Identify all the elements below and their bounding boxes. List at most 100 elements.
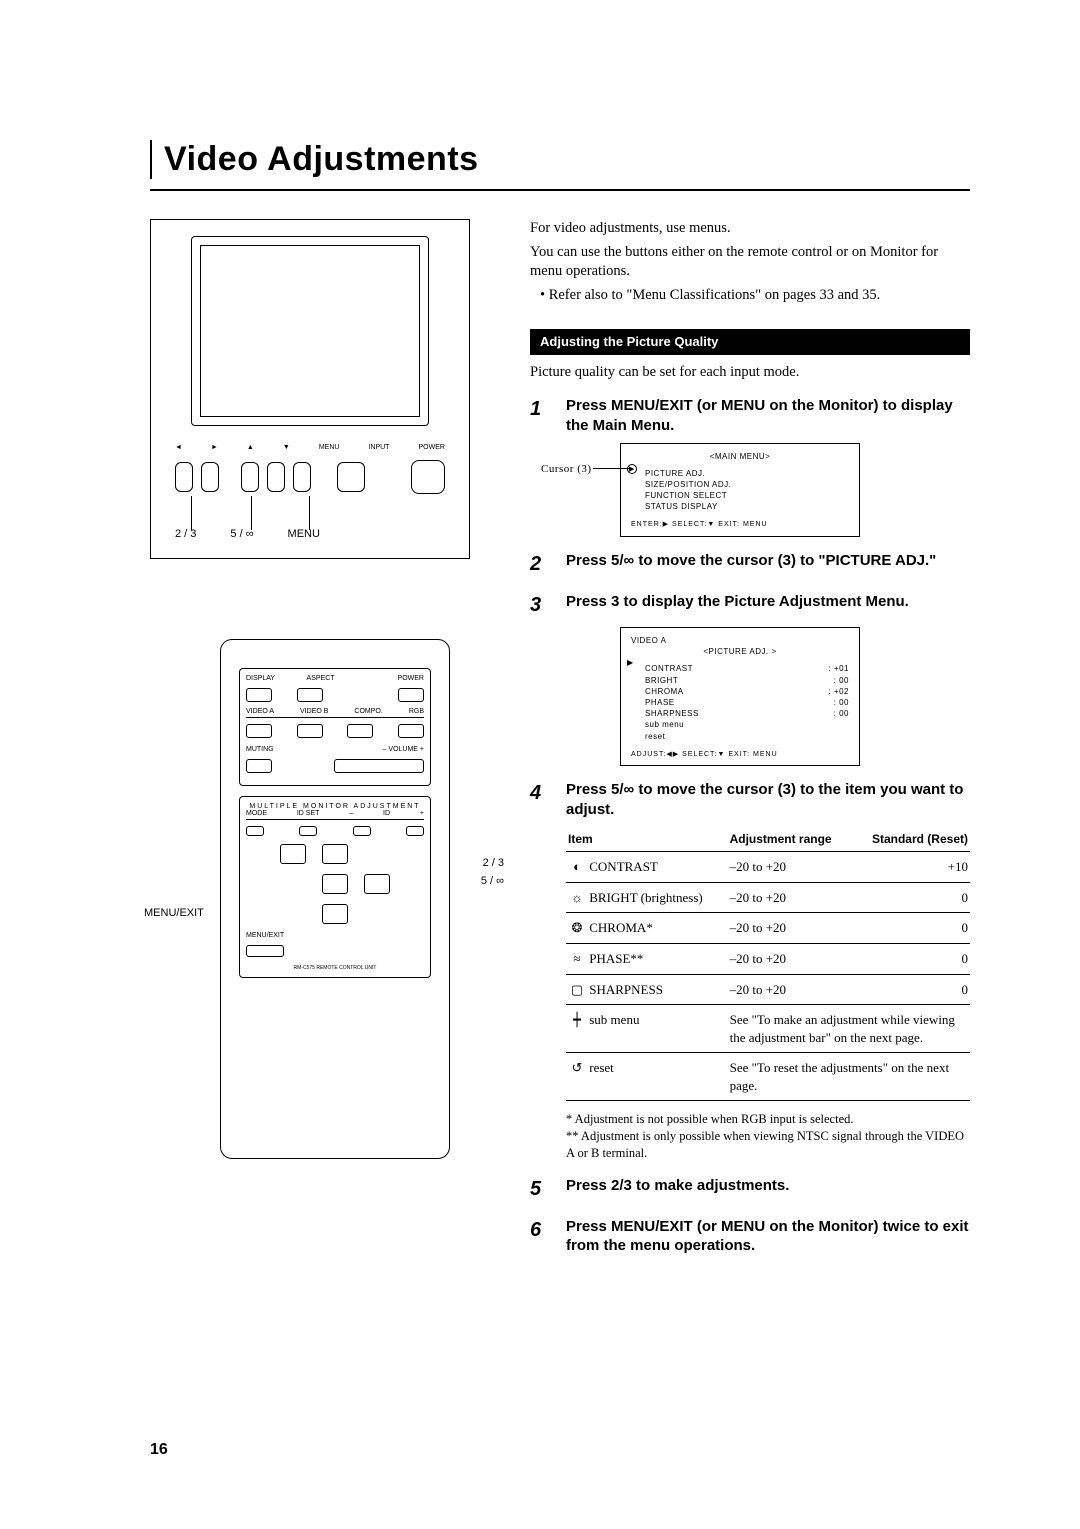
cursor-icon: ▶	[627, 658, 634, 669]
rc-btn	[246, 688, 272, 702]
item-icon: ☼	[568, 889, 586, 907]
monitor-buttons	[175, 460, 445, 494]
osd-item: PICTURE ADJ.	[645, 469, 849, 480]
content-column: For video adjustments, use menus. You ca…	[530, 219, 970, 1264]
page-number: 16	[150, 1441, 168, 1459]
picture-adj-osd: VIDEO A <PICTURE ADJ. > CONTRAST: +01 BR…	[620, 627, 860, 766]
main-menu-osd: Cursor (3) <MAIN MENU> PICTURE ADJ. SIZE…	[620, 443, 860, 536]
osd-item: FUNCTION SELECT	[645, 491, 849, 502]
step-text: Press 5/∞ to move the cursor (3) to the …	[566, 780, 970, 819]
step-text: Press MENU/EXIT (or MENU on the Monitor)…	[566, 1217, 970, 1256]
label-down: ▼	[283, 444, 290, 451]
monitor-screen	[191, 236, 429, 426]
rc-menuexit-label: MENU/EXIT	[246, 932, 284, 939]
label-left: ◄	[175, 444, 182, 451]
table-row: ≈ PHASE**–20 to +200	[566, 943, 970, 974]
step-number: 3	[530, 592, 552, 619]
monitor-btn	[201, 462, 219, 492]
remote-ud-callout: 5 / ∞	[481, 875, 504, 887]
rc-btn	[246, 759, 272, 773]
step-text: Press 5/∞ to move the cursor (3) to "PIC…	[566, 551, 970, 578]
osd-title: <PICTURE ADJ. >	[631, 647, 849, 658]
osd-item: SHARPNESS	[645, 708, 699, 719]
callout-menu: MENU	[288, 528, 320, 540]
rc-videob: VIDEO B	[300, 708, 328, 715]
monitor-callout-labels: 2 / 3 5 / ∞ MENU	[175, 528, 445, 540]
rc-plus: +	[420, 810, 424, 817]
rc-aspect: ASPECT	[307, 675, 335, 682]
rc-btn	[299, 826, 317, 836]
osd-item: CHROMA	[645, 686, 684, 697]
osd-item: BRIGHT	[645, 675, 678, 686]
monitor-power-btn	[411, 460, 445, 494]
rc-menuexit-btn	[246, 945, 284, 957]
item-icon: ❂	[568, 919, 586, 937]
title-rule	[150, 189, 970, 191]
osd-footer: ENTER:▶ SELECT:▼ EXIT: MENU	[631, 520, 849, 529]
rc-btn	[353, 826, 371, 836]
callout-lr: 2 / 3	[175, 528, 196, 540]
osd-item: CONTRAST	[645, 663, 693, 674]
adjustment-table: Item Adjustment range Standard (Reset) ◐…	[566, 827, 970, 1101]
rc-videoa: VIDEO A	[246, 708, 274, 715]
table-row: ┿ sub menuSee "To make an adjustment whi…	[566, 1005, 970, 1053]
rc-power: POWER	[398, 675, 424, 682]
rc-dpad	[280, 844, 390, 924]
label-power: POWER	[418, 444, 444, 451]
table-row: ▢ SHARPNESS–20 to +200	[566, 974, 970, 1005]
rc-btn	[398, 688, 424, 702]
section-subtext: Picture quality can be set for each inpu…	[530, 363, 970, 383]
step-number: 6	[530, 1217, 552, 1256]
table-row: ↺ resetSee "To reset the adjustments" on…	[566, 1053, 970, 1101]
intro-text: For video adjustments, use menus. You ca…	[530, 219, 970, 305]
step-number: 1	[530, 396, 552, 435]
osd-val: : +01	[828, 663, 849, 674]
osd-item: SIZE/POSITION ADJ.	[645, 480, 849, 491]
monitor-btn	[241, 462, 259, 492]
rc-btn	[297, 688, 323, 702]
rc-rgb: RGB	[409, 708, 424, 715]
rc-btn	[406, 826, 424, 836]
rc-btn	[246, 826, 264, 836]
rc-btn	[246, 724, 272, 738]
osd-footer: ADJUST:◀▶ SELECT:▼ EXIT: MENU	[631, 750, 849, 759]
label-input: INPUT	[368, 444, 389, 451]
item-icon: ↺	[568, 1059, 586, 1077]
section-header: Adjusting the Picture Quality	[530, 329, 970, 355]
step-number: 2	[530, 551, 552, 578]
rc-display: DISPLAY	[246, 675, 275, 682]
osd-item: sub menu	[645, 719, 684, 730]
th-range: Adjustment range	[728, 827, 849, 852]
intro-bullet: • Refer also to "Menu Classifications" o…	[530, 286, 970, 306]
label-menu: MENU	[319, 444, 340, 451]
monitor-btn	[267, 462, 285, 492]
rc-section-label: MULTIPLE MONITOR ADJUSTMENT	[246, 803, 424, 810]
table-row: ◐ CONTRAST–20 to +20+10	[566, 852, 970, 883]
osd-val: : +02	[828, 686, 849, 697]
osd-val: : 00	[834, 708, 849, 719]
monitor-btn	[337, 462, 365, 492]
osd-item: STATUS DISPLAY	[645, 502, 849, 513]
remote-diagram: DISPLAY ASPECT POWER VIDEO A VIDEO B	[220, 639, 450, 1159]
intro-line: You can use the buttons either on the re…	[530, 243, 970, 282]
footnote: ** Adjustment is only possible when view…	[566, 1128, 970, 1162]
monitor-btn	[293, 462, 311, 492]
osd-val: : 00	[834, 675, 849, 686]
footnotes: * Adjustment is not possible when RGB in…	[566, 1111, 970, 1162]
step-text: Press 3 to display the Picture Adjustmen…	[566, 592, 970, 619]
table-row: ❂ CHROMA*–20 to +200	[566, 913, 970, 944]
rc-minus: –	[349, 810, 353, 817]
item-icon: ▢	[568, 981, 586, 999]
rc-btn	[347, 724, 373, 738]
rc-mode: MODE	[246, 810, 267, 817]
remote-lr-callout: 2 / 3	[483, 857, 504, 869]
rc-footer: RM-C575 REMOTE CONTROL UNIT	[246, 965, 424, 971]
monitor-btn	[175, 462, 193, 492]
osd-val: : 00	[834, 697, 849, 708]
rc-muting: MUTING	[246, 746, 274, 753]
label-up: ▲	[247, 444, 254, 451]
osd-item: PHASE	[645, 697, 675, 708]
remote-menuexit-callout: MENU/EXIT	[144, 907, 204, 919]
intro-line: For video adjustments, use menus.	[530, 219, 970, 239]
monitor-button-labels: ◄ ► ▲ ▼ MENU INPUT POWER	[175, 444, 445, 451]
